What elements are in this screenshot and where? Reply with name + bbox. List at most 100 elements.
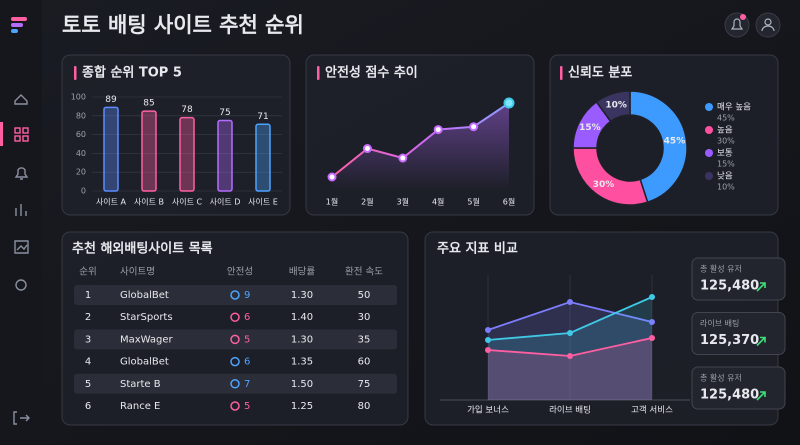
table-cell: 2 (85, 312, 91, 323)
value-label: 75 (219, 108, 230, 118)
row-stripe (74, 285, 397, 305)
trend-arrow (756, 336, 766, 347)
panel-title: 종합 순위 TOP 5 (82, 65, 182, 81)
x-tick-label: 6월 (503, 197, 515, 207)
legend-label: 보통 (717, 149, 733, 159)
x-tick-label: 4월 (432, 197, 444, 207)
profile-button[interactable] (755, 12, 781, 38)
bar (179, 116, 195, 192)
y-tick-label: 0 (81, 187, 86, 196)
nav-logout[interactable] (13, 411, 30, 425)
table-cell: 3 (85, 334, 91, 345)
notification-button[interactable] (724, 12, 750, 38)
value-label: 30% (593, 180, 615, 190)
table-cell: 50 (358, 290, 371, 301)
legend-swatch (705, 103, 713, 111)
x-tick-label: 사이트 E (248, 197, 278, 207)
safety-icon (230, 356, 240, 367)
value-label: 45% (664, 136, 686, 146)
table-cell: 60 (358, 357, 371, 368)
sidebar (0, 0, 42, 445)
table-cell: 80 (358, 401, 371, 412)
table-cell: 4 (85, 357, 91, 368)
stat-label: 총 활성 유저 (700, 373, 742, 383)
table-cell: 35 (358, 334, 371, 345)
title-accent (560, 66, 563, 80)
stat-label: 총 활성 유저 (700, 264, 742, 274)
legend-value: 10% (717, 183, 735, 192)
value-label: 10% (605, 101, 627, 111)
stat-card (691, 312, 786, 355)
table-cell: 5 (244, 334, 250, 345)
table-cell: MaxWager (120, 334, 174, 345)
stat-value: 125,480 (700, 388, 759, 403)
point (567, 299, 573, 305)
legend-value: 45% (717, 114, 735, 123)
trend-arrow (756, 282, 766, 292)
nav-dashboard[interactable] (14, 127, 29, 142)
table-cell: 1.40 (291, 312, 313, 323)
panel-title: 신뢰도 분포 (568, 65, 632, 81)
point (398, 153, 408, 163)
series-area (488, 297, 652, 400)
panel (61, 54, 291, 216)
x-tick-label: 사이트 B (134, 197, 164, 207)
safety-icon (230, 290, 240, 300)
bar (255, 123, 271, 192)
point (362, 144, 372, 154)
column-header: 배당률 (289, 267, 315, 278)
title-accent (74, 66, 77, 80)
table-cell: 9 (244, 290, 250, 301)
safety-icon (230, 312, 240, 322)
nav-active-bar (0, 122, 3, 146)
value-label: 15% (579, 123, 601, 133)
column-header: 환전 속도 (345, 266, 383, 278)
stat-card (691, 257, 786, 301)
legend-swatch (705, 172, 713, 180)
x-tick-label: 사이트 D (210, 197, 241, 207)
table-cell: 6 (85, 401, 91, 412)
safety-icon (230, 379, 240, 389)
table-cell: Rance E (120, 401, 160, 412)
safety-icon (230, 334, 240, 345)
point (485, 337, 491, 343)
point (503, 97, 515, 109)
table-cell: 1.25 (291, 401, 313, 412)
nav-settings[interactable] (15, 279, 27, 291)
nav-alerts[interactable] (14, 167, 29, 180)
table-cell: GlobalBet (120, 357, 169, 368)
panel (61, 231, 409, 426)
y-tick-label: 80 (76, 111, 86, 120)
point (649, 319, 655, 325)
table-cell: 75 (358, 379, 371, 390)
nav-stats[interactable] (15, 204, 27, 216)
point (485, 327, 491, 333)
table-cell: 1.35 (291, 357, 313, 368)
table-cell: 6 (244, 357, 250, 368)
x-tick-label: 라이브 배팅 (549, 405, 591, 416)
logo (11, 17, 27, 33)
stat-card (691, 366, 786, 410)
column-header: 순위 (79, 266, 96, 278)
nav-reports[interactable] (14, 240, 29, 254)
point (433, 125, 443, 135)
x-tick-label: 1월 (326, 197, 338, 207)
table-cell: Starte B (120, 379, 161, 390)
y-tick-label: 60 (76, 130, 86, 139)
donut-segment (572, 147, 649, 206)
donut-segment (595, 90, 631, 123)
point (469, 122, 479, 132)
bar (103, 106, 119, 192)
point (485, 347, 491, 353)
row-stripe (74, 373, 397, 394)
x-tick-label: 가입 보너스 (467, 405, 509, 416)
legend-value: 30% (717, 137, 735, 146)
nav-home[interactable] (14, 94, 28, 105)
point (567, 353, 573, 359)
x-tick-label: 5월 (467, 197, 479, 207)
x-tick-label: 고객 서비스 (631, 405, 673, 416)
table-cell: 5 (244, 401, 250, 412)
donut-segment (629, 90, 688, 204)
